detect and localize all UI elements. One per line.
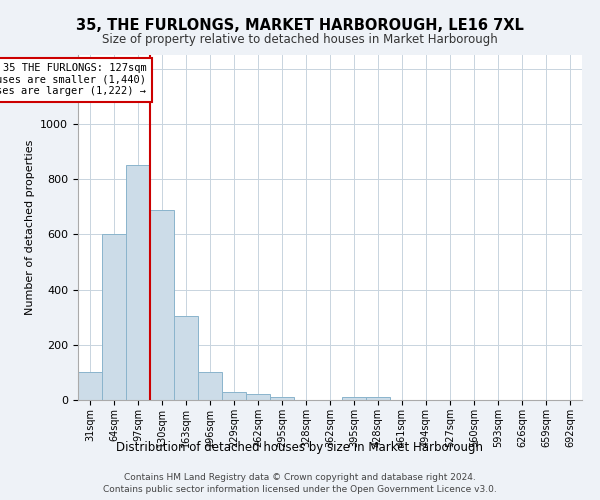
Bar <box>366 397 390 400</box>
Y-axis label: Number of detached properties: Number of detached properties <box>25 140 35 315</box>
Text: 35, THE FURLONGS, MARKET HARBOROUGH, LE16 7XL: 35, THE FURLONGS, MARKET HARBOROUGH, LE1… <box>76 18 524 32</box>
Bar <box>342 397 366 400</box>
Bar <box>222 392 246 400</box>
Text: Size of property relative to detached houses in Market Harborough: Size of property relative to detached ho… <box>102 32 498 46</box>
Bar <box>270 397 294 400</box>
Bar <box>102 234 126 400</box>
Bar <box>198 372 222 400</box>
Bar <box>126 166 150 400</box>
Text: Contains public sector information licensed under the Open Government Licence v3: Contains public sector information licen… <box>103 486 497 494</box>
Text: Distribution of detached houses by size in Market Harborough: Distribution of detached houses by size … <box>116 441 484 454</box>
Text: 35 THE FURLONGS: 127sqm
← 53% of detached houses are smaller (1,440)
45% of semi: 35 THE FURLONGS: 127sqm ← 53% of detache… <box>0 64 146 96</box>
Text: Contains HM Land Registry data © Crown copyright and database right 2024.: Contains HM Land Registry data © Crown c… <box>124 473 476 482</box>
Bar <box>246 394 270 400</box>
Bar <box>78 372 102 400</box>
Bar <box>174 316 198 400</box>
Bar <box>150 210 174 400</box>
